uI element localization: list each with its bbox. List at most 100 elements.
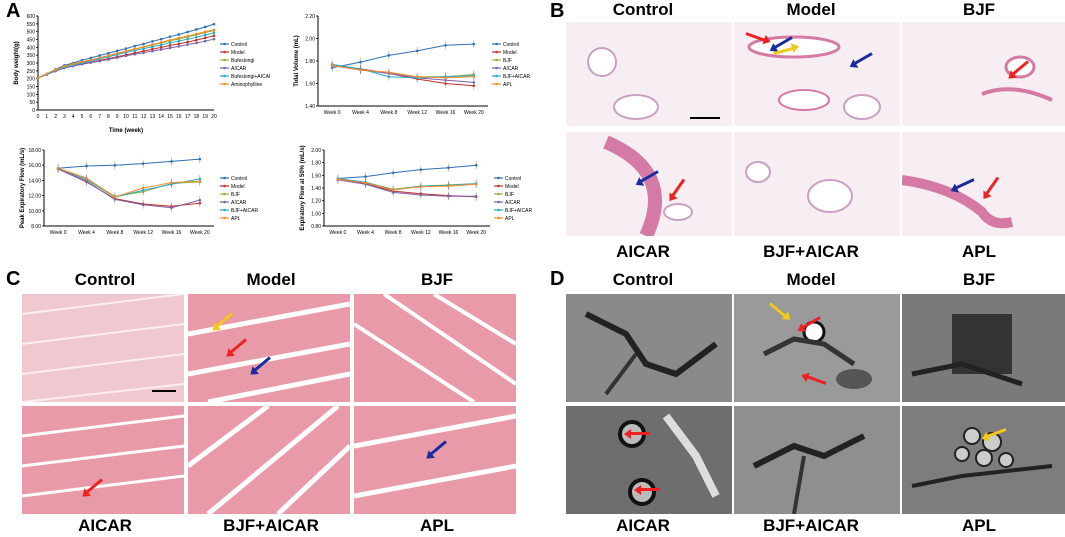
data-point [107,58,110,61]
peak-expiratory-flow-chart: 8.00 10.00 12.00 14.00 16.00 18.00 Week 0 Week … [20,148,258,236]
x-tick-label: Week 12 [407,110,427,116]
data-point [36,76,40,80]
legend-label: BJF+AICAR [505,208,532,214]
data-point [141,203,145,207]
legend-marker [223,58,226,62]
y-tick-label: 14.00 [28,178,41,184]
y-tick-label: 400 [27,45,36,51]
data-point [447,166,450,170]
data-point [124,54,128,58]
data-point [474,194,478,198]
data-point [177,45,181,48]
data-point [195,38,198,42]
series-line [58,167,200,198]
x-tick-label: 17 [185,114,191,120]
y-tick-label: 2.00 [305,37,315,43]
data-point [177,36,181,40]
data-point [142,51,145,54]
d-label-bjf: BJF [962,270,996,289]
d-label-apl: APL [962,516,996,535]
y-tick-label: 2.20 [305,14,315,20]
data-point [168,41,172,45]
data-point [474,182,478,186]
y-tick-label: 1.80 [305,59,315,65]
tem-bjf-aicar-image [734,406,900,514]
legend-marker [223,208,226,212]
data-point [391,171,395,175]
x-tick-label: 11 [132,114,137,120]
data-point [115,56,119,59]
data-point [419,168,423,171]
c-label-bjf: BJF [420,270,454,289]
data-point [203,39,207,43]
x-tick-label: Week 20 [464,110,484,116]
data-point [447,194,450,198]
x-tick-label: 16 [176,114,182,120]
data-point [186,34,189,38]
data-point [71,62,75,66]
legend-marker [495,58,498,62]
data-point [330,64,334,67]
data-point [151,47,154,51]
data-point [151,40,154,43]
data-point [159,37,163,41]
y-tick-label: 1.60 [305,82,315,88]
tem-aicar-image [566,406,732,514]
x-tick-label: 4 [72,114,75,120]
data-point [447,184,450,188]
data-point [198,157,202,161]
panel-label-d: D [550,268,565,290]
b-label-bjf: BJF [962,0,996,19]
data-point [107,54,110,57]
data-point [419,185,423,189]
x-tick-label: 10 [123,114,129,120]
legend-marker [495,82,498,86]
data-point [54,68,57,72]
data-point [56,166,60,170]
panel-label-c: C [6,268,21,290]
tem-apl-image [902,406,1065,514]
legend-label: AICAR [503,66,519,72]
muscle-control-image [22,294,184,402]
x-tick-label: 13 [150,114,156,120]
y-tick-label: 1.80 [311,161,321,167]
legend-label: Model [505,184,519,190]
data-point [159,46,163,49]
series-line [332,65,474,78]
data-point [203,33,207,37]
x-tick-label: Week 4 [357,230,374,236]
data-point [63,64,66,68]
y-tick-label: 0 [32,108,35,114]
muscle-model-image [188,294,350,402]
data-point [170,181,173,184]
legend-marker [495,66,498,70]
legend-label: BJF [505,192,514,198]
legend-label: Model [503,50,517,56]
x-tick-label: Week 12 [133,230,153,236]
d-label-control: Control [612,270,674,289]
y-axis-label: Body weight(g) [14,41,20,84]
lung-aicar-image [566,132,732,236]
data-point [141,186,145,190]
x-tick-label: 15 [167,114,173,120]
y-tick-label: 50 [29,100,35,106]
data-point [151,43,154,46]
data-point [98,56,101,59]
data-point [415,75,419,79]
expiratory-flow-50-chart: 0.80 1.00 1.20 1.40 1.60 1.80 2.00 Week 0 Week 4… [300,145,532,236]
muscle-aicar-image [22,406,184,514]
data-point [89,56,93,60]
data-point [151,45,154,49]
y-tick-label: 450 [27,38,36,44]
legend-marker [495,42,498,46]
legend-marker [223,192,226,196]
x-tick-label: 2 [54,114,57,120]
data-point [186,30,189,34]
data-point [98,59,101,63]
legend-marker [497,208,500,212]
data-point [168,38,172,42]
x-tick-label: Week 20 [190,230,210,236]
y-tick-label: 150 [27,85,36,91]
data-point [168,35,172,38]
data-point [113,195,117,199]
